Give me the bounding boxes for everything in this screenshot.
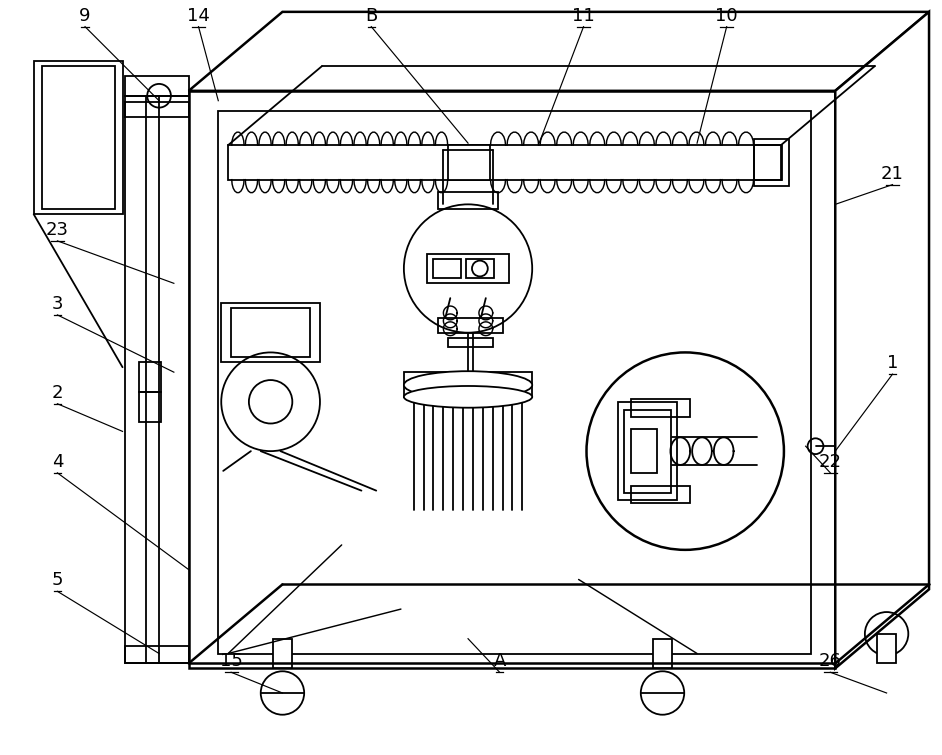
Bar [231, 308, 310, 357]
Text: 26: 26 [819, 652, 842, 670]
Bar [631, 430, 657, 473]
Bar [631, 399, 690, 417]
Bar [438, 318, 503, 333]
Ellipse shape [404, 371, 532, 399]
Bar [427, 254, 510, 283]
Bar [124, 76, 188, 96]
Bar [139, 362, 161, 392]
Bar [618, 402, 677, 501]
Text: 4: 4 [52, 453, 63, 471]
Bar [755, 139, 788, 186]
Bar [631, 485, 690, 504]
Text: 15: 15 [219, 652, 242, 670]
Bar [624, 410, 672, 492]
Text: 3: 3 [52, 295, 63, 313]
Bar [448, 337, 493, 347]
Bar [404, 372, 532, 397]
Bar [433, 259, 462, 279]
Text: 2: 2 [52, 384, 63, 402]
Bar [228, 145, 781, 180]
Polygon shape [124, 96, 188, 664]
Bar [139, 392, 161, 421]
Text: 9: 9 [79, 7, 90, 25]
Text: A: A [494, 652, 506, 670]
Bar [653, 639, 673, 668]
Polygon shape [836, 12, 929, 668]
Polygon shape [188, 12, 929, 91]
Text: 21: 21 [881, 165, 904, 183]
Text: 14: 14 [187, 7, 210, 25]
Bar [124, 102, 188, 118]
Bar [41, 66, 115, 209]
Text: B: B [365, 7, 378, 25]
Text: 22: 22 [819, 453, 842, 471]
Bar [221, 303, 320, 362]
Polygon shape [188, 91, 836, 668]
Text: 10: 10 [715, 7, 738, 25]
Text: 11: 11 [572, 7, 595, 25]
Bar [466, 259, 494, 279]
Text: 23: 23 [46, 221, 69, 239]
Text: 5: 5 [52, 572, 63, 590]
Text: 1: 1 [886, 354, 899, 372]
Bar [877, 633, 897, 664]
Bar [438, 192, 497, 209]
Ellipse shape [404, 386, 532, 408]
Bar [34, 61, 122, 214]
Bar [448, 145, 490, 180]
Bar [124, 646, 188, 664]
Bar [272, 639, 292, 668]
Bar [755, 145, 782, 180]
